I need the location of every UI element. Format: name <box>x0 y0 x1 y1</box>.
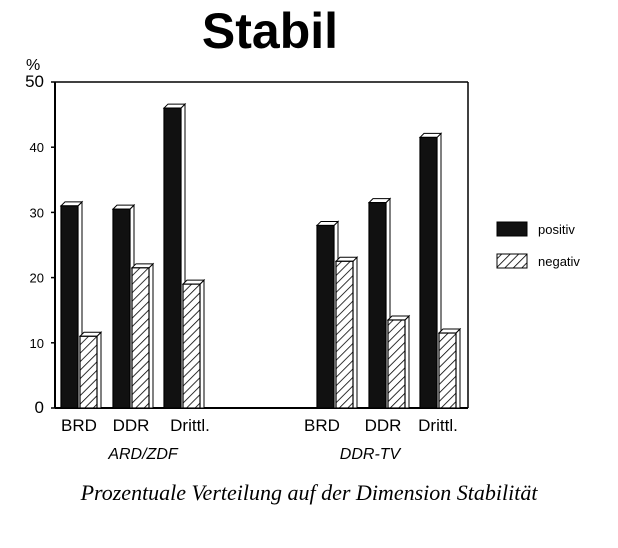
y-axis-label: % <box>26 57 40 74</box>
y-tick-label: 50 <box>25 72 44 91</box>
bar-side <box>352 256 358 409</box>
y-tick-label: 30 <box>30 205 44 220</box>
legend-swatch-positiv <box>496 221 528 237</box>
bar-negativ <box>437 327 462 409</box>
y-tick-label: 40 <box>30 140 44 155</box>
x-tick-label: BRD <box>304 416 340 435</box>
group-label: ARD/ZDF <box>107 446 179 463</box>
bar-top <box>334 256 359 262</box>
chart-title: Stabil <box>201 3 339 59</box>
bar-face <box>112 208 131 409</box>
chart-caption: Prozentuale Verteilung auf der Dimension… <box>80 480 538 505</box>
bar-face <box>60 205 79 409</box>
bar-top <box>315 220 340 226</box>
bar-side <box>199 278 205 409</box>
bar-positiv <box>418 132 443 409</box>
y-tick-label: 20 <box>30 271 44 286</box>
x-tick-label: BRD <box>61 416 97 435</box>
legend-label-positiv: positiv <box>538 222 575 237</box>
bar-top <box>367 198 392 204</box>
bar-negativ <box>130 262 155 409</box>
bar-top <box>78 331 103 337</box>
bar-top <box>59 201 84 207</box>
bar-side <box>404 314 410 409</box>
x-tick-label: Drittl. <box>418 416 458 435</box>
bar-face <box>387 319 406 409</box>
bar-face <box>438 332 457 409</box>
bar-face <box>368 202 387 409</box>
bar-face <box>79 335 98 409</box>
bar-top <box>181 279 206 285</box>
x-tick-label: DDR <box>365 416 402 435</box>
bar-face <box>163 107 182 409</box>
bar-top <box>386 315 411 321</box>
y-tick-label: 10 <box>30 336 44 351</box>
bar-negativ <box>334 256 359 409</box>
x-tick-label: DDR <box>113 416 150 435</box>
bar-face <box>182 283 201 409</box>
y-tick-label: 0 <box>35 398 44 417</box>
bar-positiv <box>315 220 340 409</box>
bar-face <box>419 136 438 409</box>
bar-negativ <box>386 314 411 409</box>
bar-negativ <box>181 278 206 409</box>
bar-positiv <box>59 200 84 409</box>
legend-swatch-negativ <box>496 253 528 269</box>
bar-face <box>316 224 335 409</box>
bar-positiv <box>367 197 392 409</box>
legend-label-negativ: negativ <box>538 254 580 269</box>
bar-top <box>130 263 155 269</box>
bar-negativ <box>78 331 103 409</box>
bar-side <box>455 327 461 409</box>
bar-face <box>335 260 354 409</box>
bar-face <box>131 267 150 409</box>
group-label: DDR-TV <box>340 446 402 463</box>
x-tick-label: Drittl. <box>170 416 210 435</box>
bar-side <box>148 262 154 409</box>
bar-top <box>111 204 136 210</box>
bar-positiv <box>111 203 136 409</box>
bar-positiv <box>162 102 187 409</box>
